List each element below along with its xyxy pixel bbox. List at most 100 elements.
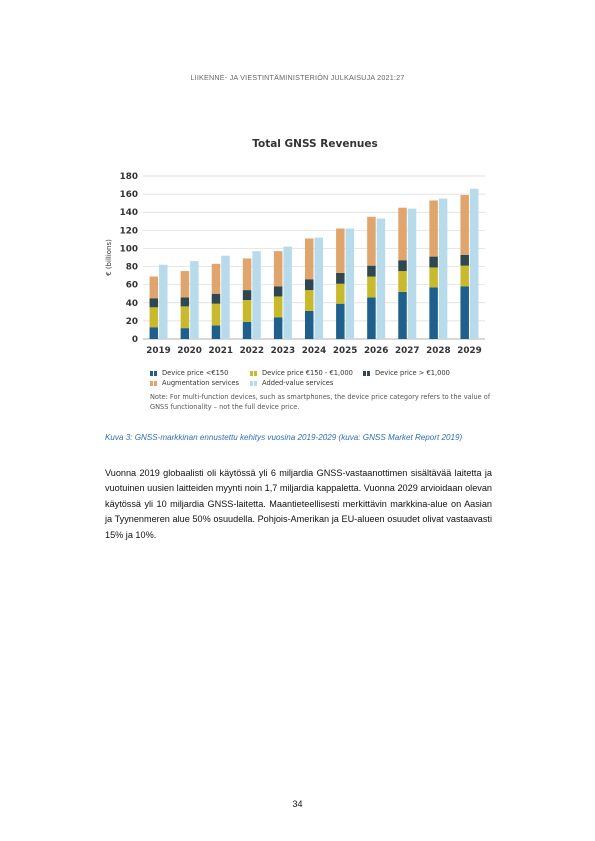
body-paragraph: Vuonna 2019 globaalisti oli käytössä yli… bbox=[105, 468, 492, 540]
bar-added-value bbox=[376, 218, 386, 339]
bar-segment bbox=[460, 254, 469, 266]
bar-segment bbox=[367, 297, 376, 339]
bar-segment bbox=[273, 317, 283, 339]
y-axis-label: € (billions) bbox=[105, 239, 113, 276]
bar-segment bbox=[273, 296, 283, 318]
legend-label: Added-value services bbox=[262, 379, 334, 387]
x-tick-label: 2023 bbox=[271, 346, 295, 356]
bar-segment bbox=[149, 307, 159, 328]
legend-swatch bbox=[363, 370, 366, 376]
legend-swatch bbox=[250, 380, 253, 386]
bar-segment bbox=[336, 228, 345, 273]
legend-swatch bbox=[254, 370, 257, 376]
page-number: 34 bbox=[292, 799, 303, 809]
legend-swatch bbox=[150, 380, 153, 386]
x-tick-label: 2024 bbox=[302, 346, 326, 356]
bar-added-value bbox=[159, 264, 168, 339]
chart-title: Total GNSS Revenues bbox=[252, 138, 378, 150]
bar-segment bbox=[305, 279, 314, 291]
x-tick-label: 2020 bbox=[177, 346, 201, 356]
y-tick-label: 140 bbox=[120, 208, 138, 218]
running-header: LIIKENNE- JA VIESTINTÄMINISTERIÖN JULKAI… bbox=[190, 73, 405, 82]
y-tick-label: 180 bbox=[120, 172, 138, 182]
bar-segment bbox=[211, 325, 221, 339]
gnss-revenue-chart: 0 20 40 60 80 100 120 140 160 180 € (billions) 2019… bbox=[105, 172, 485, 356]
bar-segment bbox=[211, 263, 221, 294]
chart-legend: Device price <€150 Device price €150 - €… bbox=[150, 368, 510, 388]
bar-segment bbox=[367, 276, 376, 298]
y-tick-label: 40 bbox=[126, 299, 138, 309]
bar-segment bbox=[149, 298, 159, 308]
legend-swatch bbox=[250, 370, 253, 376]
bar-added-value bbox=[283, 246, 292, 339]
bar-segment bbox=[398, 291, 407, 339]
bar-segment bbox=[211, 303, 221, 326]
bar-segment bbox=[273, 286, 283, 297]
bar-added-value bbox=[407, 208, 417, 339]
bar-segment bbox=[305, 238, 314, 280]
x-tick-label: 2021 bbox=[208, 346, 232, 356]
bar-segment bbox=[398, 207, 407, 261]
bar-segment bbox=[211, 293, 221, 304]
bar-segment bbox=[429, 267, 438, 288]
bar-segment bbox=[242, 258, 252, 291]
bar-segment bbox=[242, 321, 252, 339]
bar-segment bbox=[149, 327, 159, 339]
figure-caption: Kuva 3: GNSS-markkinan ennustettu kehity… bbox=[105, 433, 463, 442]
legend-swatch bbox=[154, 370, 157, 376]
y-tick-label: 0 bbox=[132, 335, 138, 345]
bar-segment bbox=[367, 216, 376, 266]
y-tick-label: 60 bbox=[126, 281, 138, 291]
bar-segment bbox=[180, 328, 190, 339]
legend-item-device-high: Device price > €1,000 bbox=[363, 369, 450, 377]
bar-segment bbox=[180, 297, 190, 307]
legend-label: Device price €150 - €1,000 bbox=[262, 369, 353, 377]
bar-segment bbox=[336, 283, 345, 304]
bar-segment bbox=[460, 286, 469, 339]
bar-segment bbox=[336, 272, 345, 284]
bar-segment bbox=[460, 195, 469, 255]
chart-note: Note: For multi-function devices, such a… bbox=[150, 393, 491, 411]
legend-label: Augmentation services bbox=[162, 379, 240, 387]
legend-swatch bbox=[254, 380, 257, 386]
bar-segment bbox=[180, 271, 190, 298]
bar-segment bbox=[273, 251, 283, 287]
x-tick-label: 2022 bbox=[240, 346, 264, 356]
bar-segment bbox=[429, 200, 438, 257]
y-tick-label: 80 bbox=[126, 263, 138, 273]
legend-swatch bbox=[367, 370, 370, 376]
bar-segment bbox=[429, 256, 438, 268]
legend-item-augmentation: Augmentation services bbox=[150, 379, 250, 387]
y-tick-label: 160 bbox=[120, 190, 138, 200]
bar-added-value bbox=[221, 255, 230, 339]
y-tick-label: 20 bbox=[126, 317, 138, 327]
bar-segment bbox=[149, 276, 159, 299]
x-tick-label: 2028 bbox=[426, 346, 450, 356]
bar-segment bbox=[336, 303, 345, 339]
bar-added-value bbox=[469, 188, 479, 339]
bar-added-value bbox=[438, 198, 448, 339]
x-tick-label: 2025 bbox=[333, 346, 357, 356]
legend-item-added-value: Added-value services bbox=[250, 379, 363, 387]
bar-segment bbox=[305, 290, 314, 311]
y-tick-label: 100 bbox=[120, 244, 138, 254]
bar-segment bbox=[460, 265, 469, 287]
legend-label: Device price <€150 bbox=[162, 369, 229, 377]
bar-segment bbox=[305, 310, 314, 339]
bar-added-value bbox=[252, 251, 261, 339]
legend-label: Device price > €1,000 bbox=[375, 369, 450, 377]
legend-item-device-mid: Device price €150 - €1,000 bbox=[250, 369, 363, 377]
bar-segment bbox=[398, 260, 407, 272]
bar-segment bbox=[429, 287, 438, 339]
x-tick-label: 2027 bbox=[395, 346, 419, 356]
y-tick-label: 120 bbox=[120, 226, 138, 236]
x-tick-label: 2026 bbox=[364, 346, 388, 356]
x-tick-label: 2019 bbox=[146, 346, 170, 356]
bar-added-value bbox=[190, 261, 199, 339]
bar-segment bbox=[242, 290, 252, 301]
bar-segment bbox=[398, 271, 407, 292]
legend-swatch bbox=[154, 380, 157, 386]
bar-segment bbox=[367, 265, 376, 277]
bar-segment bbox=[180, 306, 190, 329]
bar-added-value bbox=[345, 228, 355, 339]
